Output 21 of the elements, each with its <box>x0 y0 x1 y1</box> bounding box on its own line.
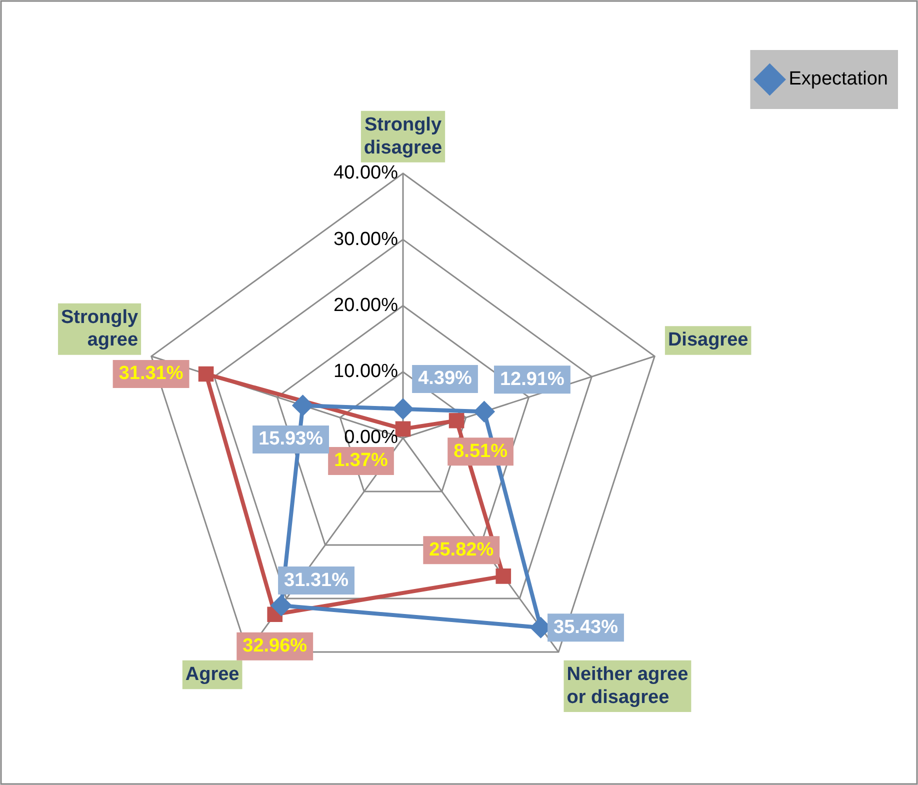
data-label: 4.39% <box>418 368 472 390</box>
spoke-label: Agree <box>185 664 240 686</box>
y-tick-label: 40.00% <box>334 162 398 184</box>
data-label: 15.93% <box>258 428 324 450</box>
spoke-label: Strongly disagree <box>364 114 442 158</box>
data-label: 25.82% <box>429 539 494 560</box>
data-label: 8.51% <box>454 440 508 462</box>
data-label: 1.37% <box>334 450 388 472</box>
y-tick-label: 30.00% <box>334 228 398 250</box>
spoke-label: Disagree <box>668 330 748 351</box>
y-tick-label: 10.00% <box>334 361 398 382</box>
y-tick-label: 20.00% <box>334 294 398 316</box>
data-label: 31.31% <box>118 363 184 384</box>
spoke-label: Neither agree or disagree <box>566 664 688 708</box>
data-label: 31.31% <box>284 570 349 591</box>
legend-label: Expectation <box>788 68 888 90</box>
spoke-label: Strongly agree <box>60 306 138 351</box>
data-label: 12.91% <box>500 368 565 390</box>
y-tick-label: 0.00% <box>344 427 398 448</box>
data-label: 35.43% <box>554 616 618 638</box>
data-label: 32.96% <box>242 636 308 657</box>
